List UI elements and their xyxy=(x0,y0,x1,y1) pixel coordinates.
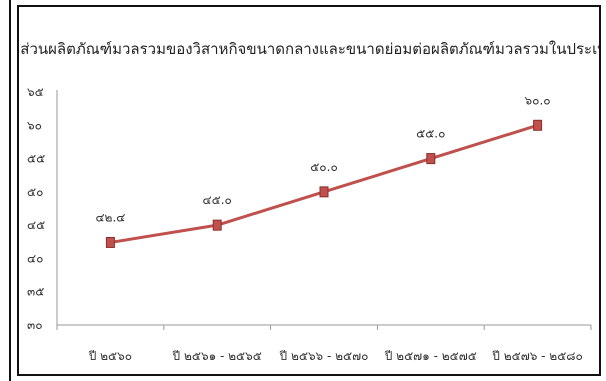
y-tick-label: ๔๐ xyxy=(27,251,43,265)
x-tick-label: ปี ๒๕๖๐ xyxy=(88,349,132,363)
data-point-marker xyxy=(426,153,436,165)
y-tick-label: ๕๕ xyxy=(27,152,45,166)
series-line-path xyxy=(110,123,539,244)
x-tick-label: ปี ๒๕๖๑ - ๒๕๖๕ xyxy=(172,349,262,363)
data-point-marker xyxy=(533,119,543,131)
data-label: ๖๐.๐ xyxy=(525,93,551,107)
y-tick-label: ๕๐ xyxy=(27,185,43,199)
x-tick-label: ปี ๒๕๖๖ - ๒๕๗๐ xyxy=(279,349,369,363)
data-labels: ๔๒.๔ ๔๕.๐ ๕๐.๐ ๕๕.๐ ๖๐.๐ xyxy=(95,93,550,224)
data-point-marker xyxy=(319,186,329,198)
y-tick-label: ๓๐ xyxy=(27,318,43,332)
data-label: ๔๕.๐ xyxy=(203,193,232,207)
line-chart: สัดส่วนผลิตภัณฑ์มวลรวมของวิสาหกิจขนาดกลา… xyxy=(19,40,599,363)
data-point-marker xyxy=(105,236,115,248)
y-tick-label: ๔๕ xyxy=(27,218,45,232)
series-markers xyxy=(105,119,543,248)
x-tick-labels: ปี ๒๕๖๐ ปี ๒๕๖๑ - ๒๕๖๕ ปี ๒๕๖๖ - ๒๕๗๐ ปี ๒๕… xyxy=(88,349,583,363)
left-edge-border xyxy=(9,0,11,381)
y-tick-label: ๖๕ xyxy=(27,85,44,99)
chart-frame: สัดส่วนผลิตภัณฑ์มวลรวมของวิสาหกิจขนาดกลา… xyxy=(17,5,601,376)
data-label: ๔๒.๔ xyxy=(95,210,125,224)
axes xyxy=(56,90,592,330)
y-tick-labels: ๓๐ ๓๕ ๔๐ ๔๕ ๕๐ ๕๕ ๖๐ ๖๕ xyxy=(27,85,45,332)
chart-title: สัดส่วนผลิตภัณฑ์มวลรวมของวิสาหกิจขนาดกลา… xyxy=(19,40,599,58)
x-tick-label: ปี ๒๕๗๖ - ๒๕๘๐ xyxy=(492,349,583,363)
x-tick-label: ปี ๒๕๗๑ - ๒๕๗๕ xyxy=(384,349,477,363)
left-edge xyxy=(0,0,11,381)
data-point-marker xyxy=(212,219,222,231)
data-label: ๕๕.๐ xyxy=(416,127,445,141)
y-tick-label: ๖๐ xyxy=(27,118,42,132)
series-line xyxy=(110,123,539,244)
data-label: ๕๐.๐ xyxy=(310,160,338,174)
y-tick-label: ๓๕ xyxy=(27,285,44,299)
